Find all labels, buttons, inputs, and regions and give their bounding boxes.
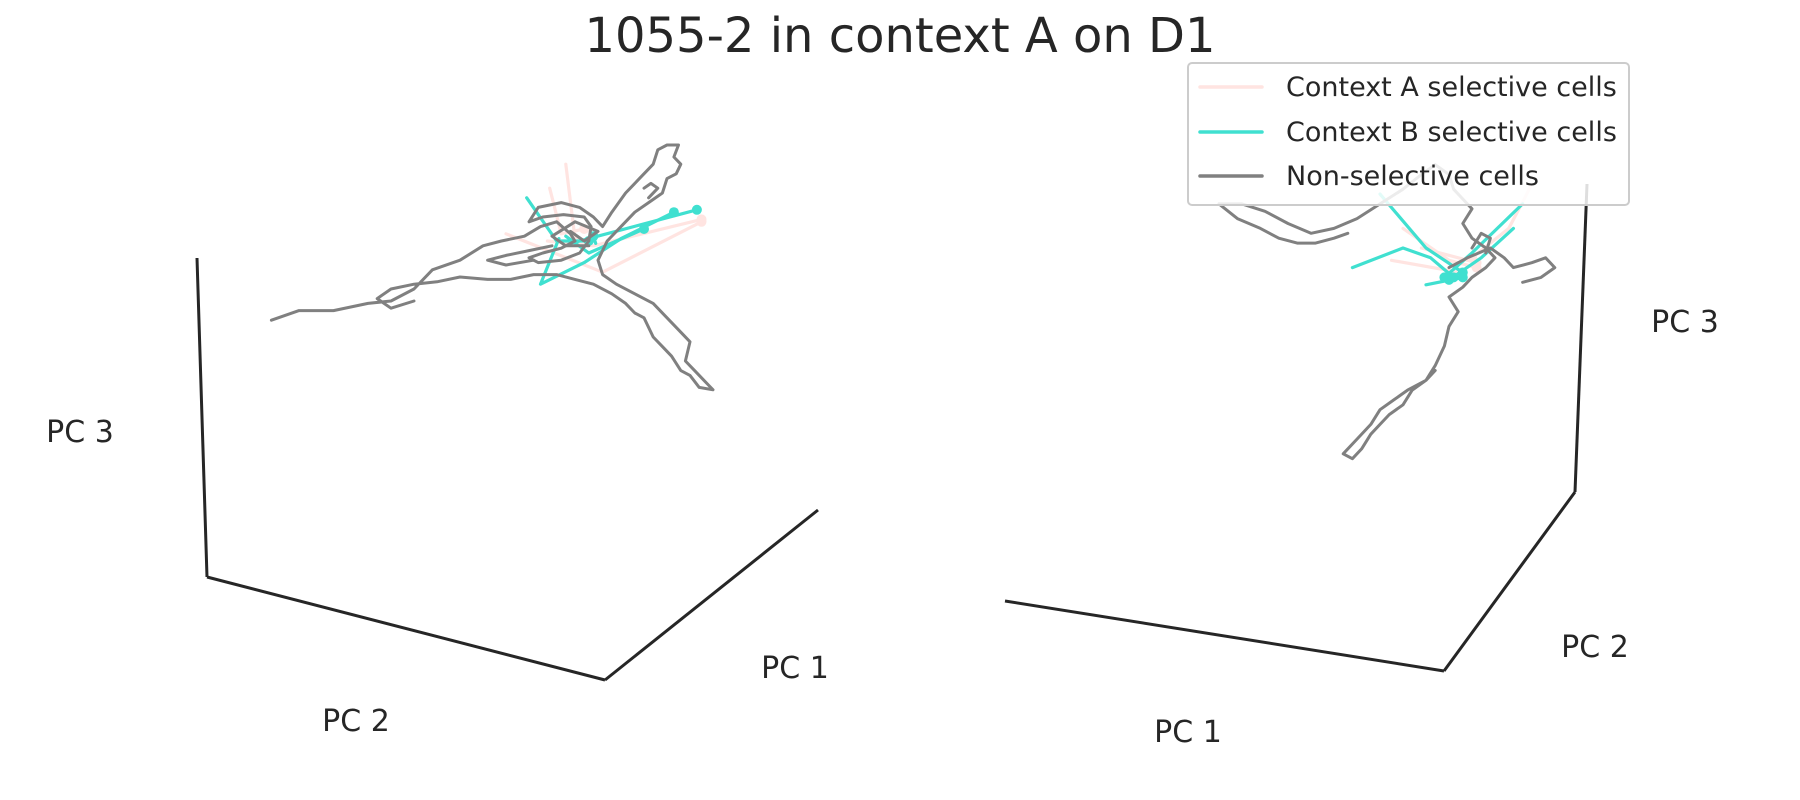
legend-label-context-a: Context A selective cells [1286,72,1617,103]
right-trace-non-selective-cells-0 [1217,163,1497,461]
left-trace-non-selective-cells-2 [642,181,660,200]
right-trace-non-selective-cells-3 [1470,231,1492,255]
left-xlabel: PC 1 [761,651,829,686]
right-trace-context-b-selective-cells-4 [1424,275,1465,287]
right-endpoint-context-b-selective-cells-4 [1457,272,1468,283]
right-zlabel: PC 3 [1651,305,1719,340]
right-axis-z-line [1573,183,1589,493]
left-endpoint-context-a-selective-cells-2 [696,216,707,227]
left-endpoint-context-b-selective-cells-3 [639,224,649,234]
right-ylabel: PC 2 [1561,630,1629,665]
right-axis-x-line [1004,599,1445,673]
right-xlabel: PC 1 [1154,715,1222,750]
left-axis-y-line [206,575,606,682]
right-trace-non-selective-cells-2 [1447,246,1557,284]
left-trace-context-a-selective-cells-0 [564,162,577,241]
left-trace-non-selective-cells-0 [269,143,715,392]
left-axis-z-line [195,257,209,578]
right-trajectory-traces [1217,163,1557,461]
right-trace-non-selective-cells-1 [1217,202,1350,245]
left-ylabel: PC 2 [322,704,390,739]
legend-label-context-b: Context B selective cells [1286,117,1617,148]
right-trace-context-b-selective-cells-0 [1378,192,1465,275]
left-3d-panel: PC 1 PC 2 PC 3 [46,143,829,739]
left-zlabel: PC 3 [46,415,114,450]
right-trace-context-b-selective-cells-1 [1442,202,1525,279]
right-trace-context-b-selective-cells-2 [1350,246,1456,279]
left-trace-non-selective-cells-3 [486,244,554,267]
left-axis-x-line [604,508,819,682]
left-endpoint-context-b-selective-cells-1 [691,204,702,215]
legend-box [1187,62,1630,206]
right-trace-context-b-selective-cells-3 [1447,226,1516,282]
right-3d-panel: PC 1 PC 2 PC 3 [1004,163,1719,750]
right-trace-context-a-selective-cells-2 [1389,258,1463,275]
legend-label-non-selective: Non-selective cells [1286,161,1539,192]
left-trajectory-traces [269,143,715,392]
right-axis-y-line [1442,491,1577,672]
left-trace-non-selective-cells-1 [550,220,600,248]
left-endpoint-context-b-selective-cells-2 [668,207,679,218]
chart-title: 1055-2 in context A on D1 [584,8,1215,64]
legend: Context A selective cells Context B sele… [1187,62,1630,206]
